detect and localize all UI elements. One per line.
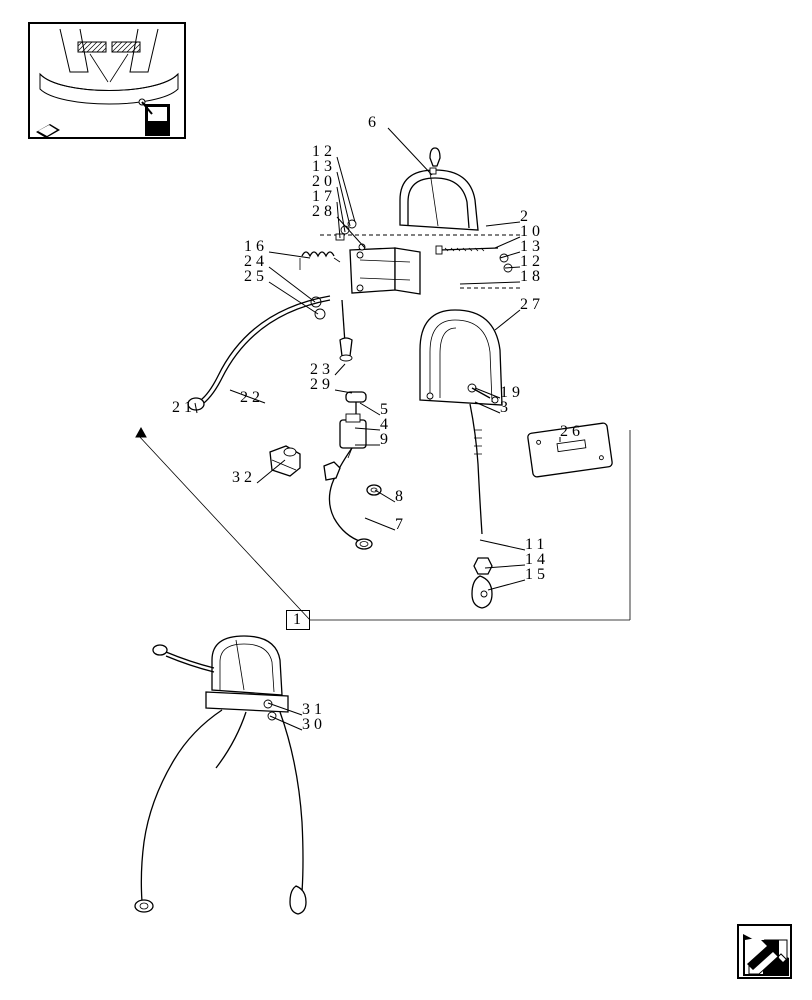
callout-27: 27 <box>520 296 544 314</box>
callout-21: 21 <box>172 399 196 417</box>
assembly-link <box>136 428 630 620</box>
part-hardware-left <box>336 220 365 250</box>
callout-9: 9 <box>380 431 392 449</box>
arrow-icon <box>739 926 794 981</box>
part-spring-16 <box>300 252 340 270</box>
part-bracket <box>350 248 420 294</box>
part-switch <box>340 392 366 458</box>
callout-28: 28 <box>312 203 336 221</box>
page: 1 <box>0 0 812 1000</box>
part-quadrant <box>420 310 502 405</box>
callout-32: 32 <box>232 469 256 487</box>
callout-3: 3 <box>500 399 512 417</box>
part-cable-11 <box>470 404 492 608</box>
callout-15: 15 <box>525 566 549 584</box>
callout-7: 7 <box>395 516 407 534</box>
callout-6: 6 <box>368 114 380 132</box>
callout-29: 29 <box>310 376 334 394</box>
next-arrow-frame[interactable] <box>737 924 792 979</box>
callout-25: 25 <box>244 268 268 286</box>
thumbnail-frame <box>28 22 186 139</box>
part-harness-7 <box>324 448 372 549</box>
part-assembly-1 <box>135 636 306 914</box>
callout-8: 8 <box>395 488 407 506</box>
assembly-ref-label: 1 <box>293 611 303 629</box>
leaders <box>195 128 560 730</box>
callout-18: 18 <box>520 268 544 286</box>
assembly-ref-box: 1 <box>286 610 310 630</box>
part-cover <box>400 168 478 230</box>
callout-26: 26 <box>560 423 584 441</box>
part-boot-32 <box>270 446 300 476</box>
part-bolt-10 <box>436 246 498 254</box>
part-lever-stub <box>340 300 352 361</box>
callout-22: 22 <box>240 389 264 407</box>
thumbnail-svg <box>30 24 188 141</box>
part-knob-6 <box>430 148 440 166</box>
callout-30: 30 <box>302 716 326 734</box>
